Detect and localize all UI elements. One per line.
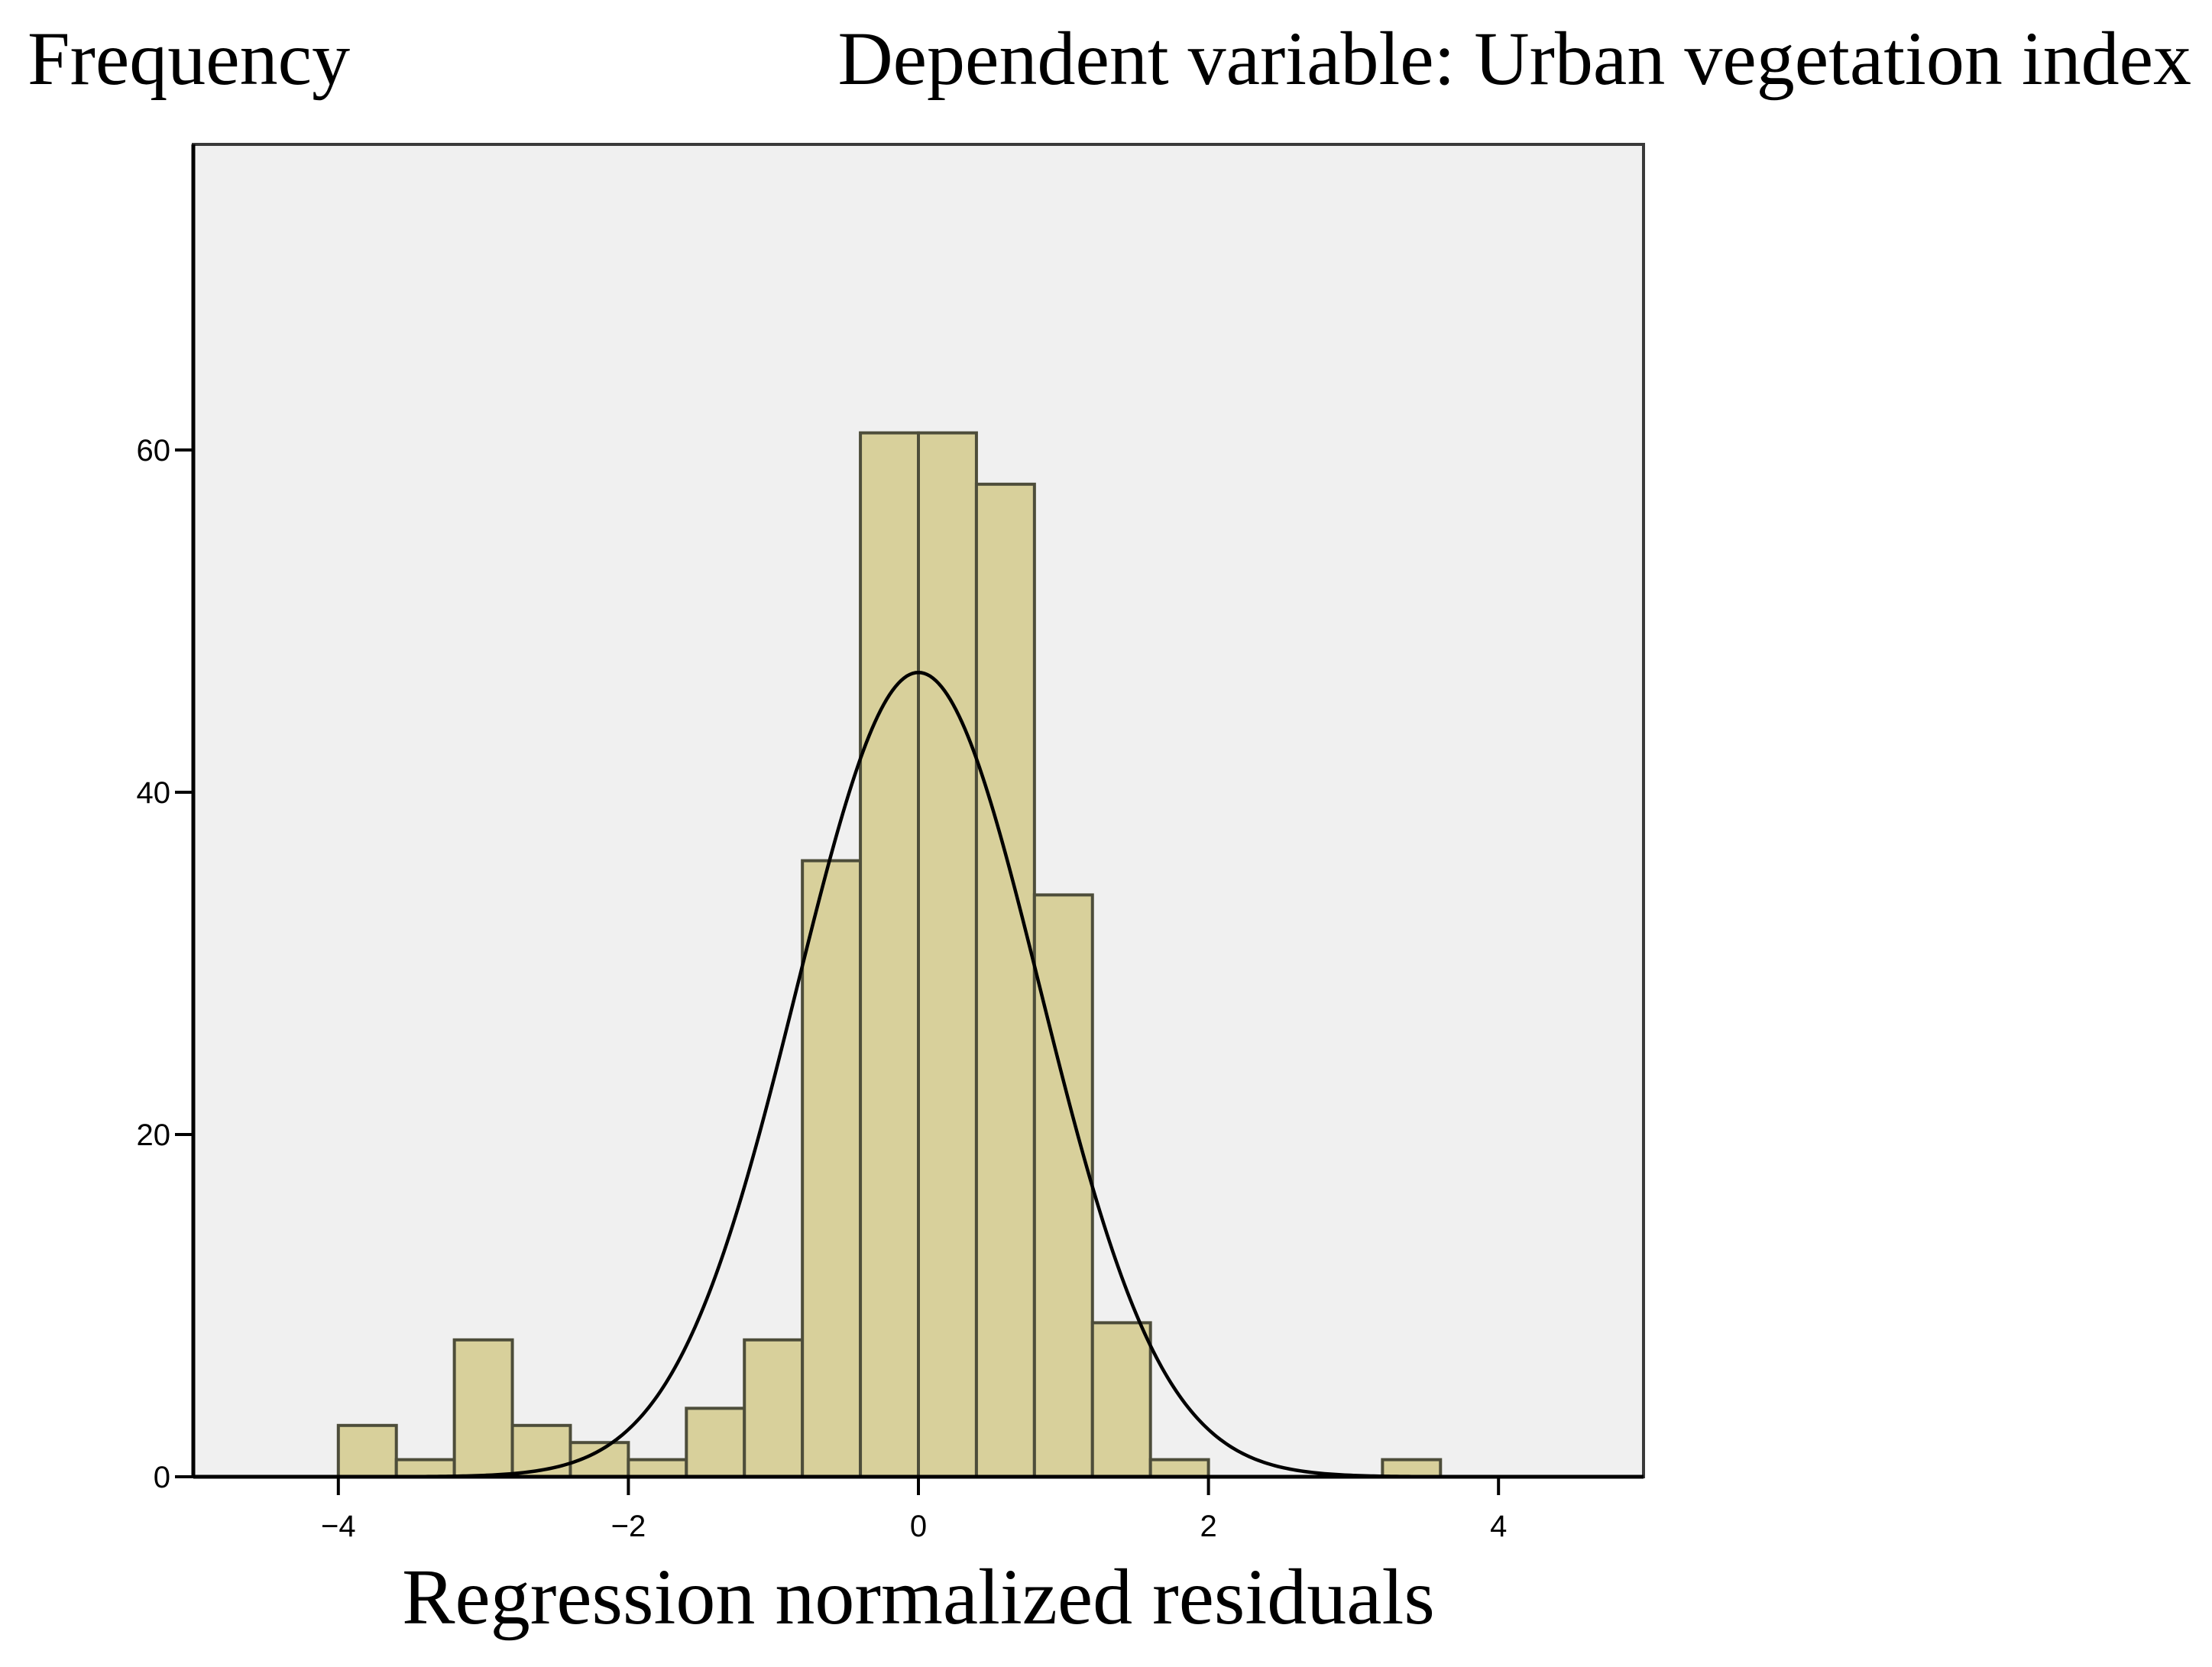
histogram-bar [685, 1406, 747, 1479]
histogram-bar [1032, 893, 1094, 1478]
normal-curve [338, 670, 1499, 1479]
x-tick-label: 0 [910, 1510, 927, 1543]
x-tick-label: 2 [1200, 1510, 1216, 1543]
x-tick-label: −2 [611, 1510, 646, 1543]
histogram-bar [859, 431, 920, 1478]
histogram-bar [452, 1338, 514, 1479]
histogram-bar [1381, 1458, 1443, 1478]
histogram-bar [336, 1423, 398, 1479]
histogram-bar [1148, 1458, 1210, 1478]
y-tick-label: 60 [137, 434, 171, 468]
chart-title: Dependent variable: Urban vegetation ind… [837, 16, 2191, 101]
bars-layer [336, 431, 1443, 1479]
histogram-bar [743, 1338, 805, 1479]
y-tick-label: 0 [154, 1461, 170, 1494]
x-axis-label: Regression normalized residuals [402, 1553, 1435, 1641]
histogram-bar [917, 431, 978, 1478]
y-axis-label: Frequency [28, 16, 350, 101]
histogram-bar [394, 1458, 456, 1478]
y-tick-label: 40 [137, 776, 171, 810]
histogram-bar [1090, 1321, 1152, 1479]
x-tick-label: −4 [321, 1510, 356, 1543]
y-tick-label: 20 [137, 1118, 171, 1152]
histogram-bar [974, 482, 1036, 1478]
histogram-bar [627, 1458, 688, 1478]
x-tick-label: 4 [1490, 1510, 1507, 1543]
histogram-bar [801, 859, 863, 1478]
